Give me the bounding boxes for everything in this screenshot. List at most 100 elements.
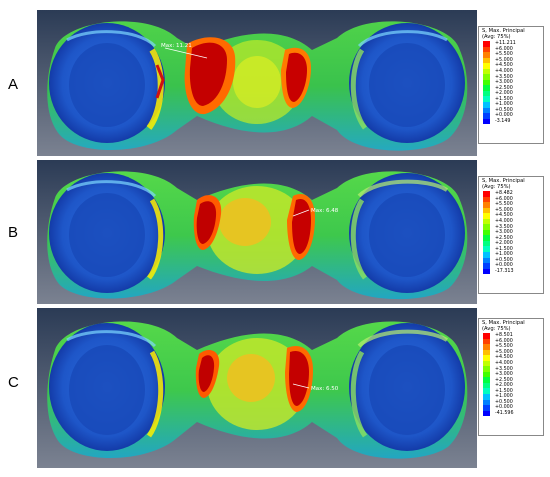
legend-b-value: +8.482	[495, 191, 513, 197]
legend-a-entry: +4.000	[483, 68, 543, 75]
legend-c-entry: +5.500	[483, 344, 543, 350]
panel-label-b: B	[8, 224, 19, 241]
legend-c-value: +2.000	[495, 383, 513, 389]
legend-b-entry: +1.500	[483, 246, 543, 253]
legend-c-swatch	[483, 388, 490, 395]
legend-c-entry: +6.000	[483, 338, 543, 345]
legend-c-swatch	[483, 333, 490, 339]
legend-b-value: +4.500	[495, 213, 513, 219]
legend-a-swatch	[483, 113, 490, 119]
legend-b-swatch	[483, 224, 490, 230]
legend-b-entry: +2.000	[483, 240, 543, 247]
legend-b-swatch	[483, 263, 490, 269]
legend-c-entry: +5.000	[483, 349, 543, 356]
legend-b-entry: +3.000	[483, 229, 543, 236]
legend-b-swatch	[483, 191, 490, 197]
legend-c-entry: +1.000	[483, 394, 543, 400]
legend-b-swatch	[483, 240, 490, 247]
legend-b-entry: +3.500	[483, 224, 543, 230]
legend-a-swatch	[483, 41, 490, 47]
panel-b-contour-plot: Max: 6.48	[37, 160, 477, 304]
legend-b-title: S, Max. Principal	[482, 178, 525, 184]
legend-c-swatch	[483, 405, 490, 411]
legend-b-value: +5.500	[495, 202, 513, 208]
legend-b-entry: +8.482	[483, 191, 543, 197]
legend-a-swatch	[483, 57, 490, 64]
legend-a-swatch	[483, 46, 490, 53]
legend-c-swatch	[483, 394, 490, 400]
legend-a-entry: +2.000	[483, 90, 543, 97]
legend-a-swatch	[483, 85, 490, 91]
legend-c-swatch	[483, 382, 490, 389]
legend-b-value: +2.500	[495, 235, 513, 241]
legend-c-value: +5.500	[495, 344, 513, 350]
legend-b-swatch	[483, 252, 490, 258]
legend-a-value: +3.000	[495, 80, 513, 86]
legend-c-entry: +1.500	[483, 388, 543, 395]
legend-b-swatch	[483, 213, 490, 219]
legend-a-swatch	[483, 118, 490, 125]
panel-label-c: C	[8, 374, 19, 391]
legend-a-value: +4.500	[495, 63, 513, 69]
legend-a-entry: +6.000	[483, 46, 543, 53]
legend-c-value: +8.501	[495, 333, 513, 339]
legend-a-averaging: (Avg: 75%)	[482, 34, 511, 40]
legend-c-value: +1.000	[495, 394, 513, 400]
panel-b-max-annotation: Max: 6.48	[311, 208, 339, 214]
legend-a-value: +2.500	[495, 85, 513, 91]
legend-a: S, Max. Principal (Avg: 75%) +11.211 +6.0…	[478, 26, 544, 144]
legend-a-entry: +11.211	[483, 41, 543, 47]
legend-c-value: +5.000	[495, 349, 513, 355]
legend-a-swatch	[483, 63, 490, 69]
legend-c-entry: -41.596	[483, 410, 543, 417]
legend-c-swatch	[483, 344, 490, 350]
legend-c-value: +2.500	[495, 377, 513, 383]
legend-c-swatch	[483, 377, 490, 383]
legend-a-swatch	[483, 74, 490, 80]
legend-b-entry: +0.000	[483, 263, 543, 269]
legend-b-swatch	[483, 246, 490, 253]
legend-c-swatch	[483, 338, 490, 345]
legend-c-swatch	[483, 360, 490, 367]
legend-c-entry: +4.500	[483, 355, 543, 361]
legend-a-value: -3.149	[495, 118, 511, 124]
legend-b-value: +6.000	[495, 196, 513, 202]
legend-c-value: +4.000	[495, 361, 513, 366]
legend-b-entry: -17.313	[483, 268, 543, 275]
legend-c-value: +1.500	[495, 388, 513, 394]
legend-b-swatch	[483, 196, 490, 203]
legend-c-swatch	[483, 410, 490, 417]
legend-b-value: +0.500	[495, 257, 513, 263]
legend-c-swatch	[483, 371, 490, 378]
legend-b-swatch	[483, 235, 490, 241]
panel-a-max-annotation: Max: 11.21	[161, 43, 192, 49]
legend-b-value: -17.313	[495, 268, 514, 274]
legend-c-entry: +3.000	[483, 371, 543, 378]
legend-a-entry: +3.000	[483, 79, 543, 86]
legend-a-value: +5.000	[495, 57, 513, 63]
legend-a-swatch	[483, 79, 490, 86]
legend-a-entry: +1.000	[483, 102, 543, 108]
legend-c-entry: +2.000	[483, 382, 543, 389]
legend-a-value: +2.000	[495, 91, 513, 97]
legend-c-entry: +2.500	[483, 377, 543, 383]
legend-a-value: +5.500	[495, 52, 513, 58]
legend-c-entry: +8.501	[483, 333, 543, 339]
legend-b-averaging: (Avg: 75%)	[482, 184, 511, 190]
legend-a-entry: +4.500	[483, 63, 543, 69]
legend-a-value: +6.000	[495, 46, 513, 52]
legend-c-value: -41.596	[495, 410, 514, 416]
legend-a-entry: +5.500	[483, 52, 543, 58]
legend-a-value: +4.000	[495, 69, 513, 74]
legend-c-swatch	[483, 366, 490, 372]
legend-c-entry: +0.000	[483, 405, 543, 411]
legend-a-swatch	[483, 52, 490, 58]
legend-a-value: +11.211	[495, 41, 516, 47]
legend-b-value: +0.000	[495, 263, 513, 269]
legend-b-entry: +2.500	[483, 235, 543, 241]
legend-c-value: +3.000	[495, 372, 513, 378]
legend-a-entry: +5.000	[483, 57, 543, 64]
legend-c: S, Max. Principal (Avg: 75%) +8.501 +6.00…	[478, 318, 544, 436]
legend-b-swatch	[483, 257, 490, 264]
legend-b-entry: +0.500	[483, 257, 543, 264]
